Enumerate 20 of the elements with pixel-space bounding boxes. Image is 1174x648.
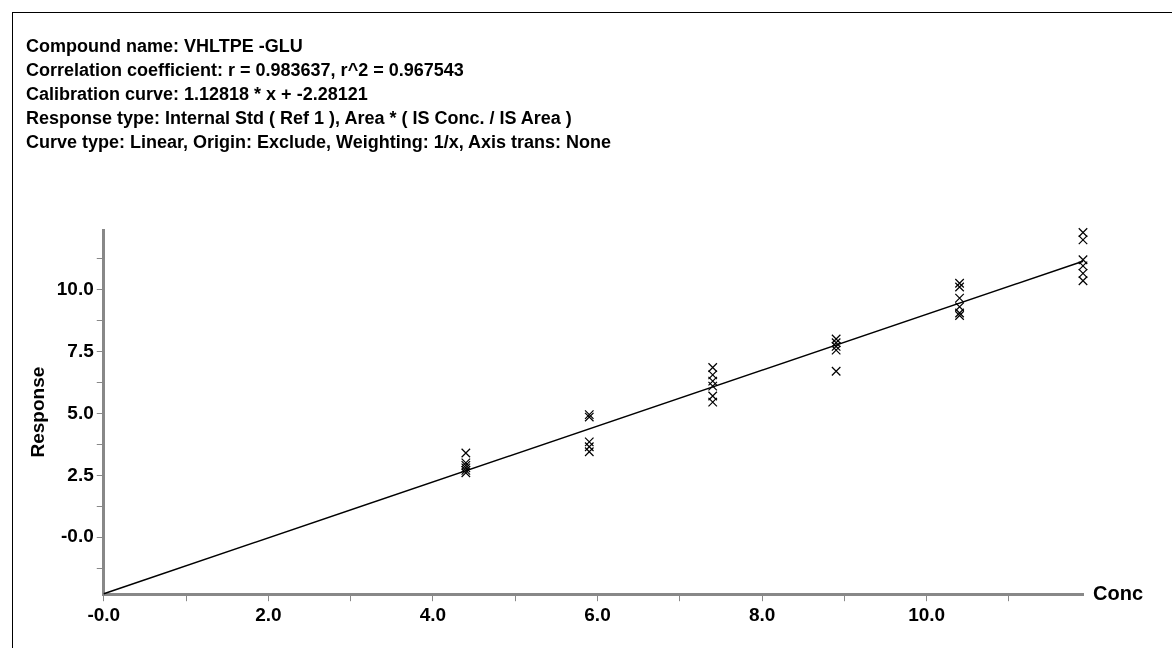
y-tick-label: 10.0: [56, 277, 94, 299]
x-tick-label: 6.0: [584, 603, 611, 625]
point: [831, 366, 841, 377]
text: Response type: Internal Std ( Ref 1 ), Area * ( IS Conc. / IS Area ): [26, 107, 573, 130]
y-tick-label: -0.0: [61, 525, 94, 547]
y-tick-label: 2.5: [67, 463, 95, 485]
text: 2.0: [255, 603, 282, 625]
x-tick-label: 4.0: [419, 603, 447, 625]
x-tick-label: 10.0: [908, 603, 946, 625]
text: Calibration curve: 1.12818 * x + -2.28121: [26, 83, 369, 106]
y-tick-label: 5.0: [67, 401, 94, 423]
text: Correlation coefficient: r = 0.983637, r^2 = 0.967543: [26, 59, 465, 82]
x-tick-label: 8.0: [748, 603, 776, 625]
y-axis-title: Response: [26, 366, 48, 458]
text: Curve type: Linear, Origin: Exclude, Weighting: 1/x, Axis trans: None: [26, 131, 612, 154]
point: [584, 441, 595, 452]
y-tick-label: 7.5: [67, 339, 95, 361]
x-tick-label: -0.0: [87, 603, 121, 625]
x-axis-title: Conc: [1093, 581, 1143, 604]
chart-title: Compound name: VHLTPE -GLU: [26, 35, 304, 58]
